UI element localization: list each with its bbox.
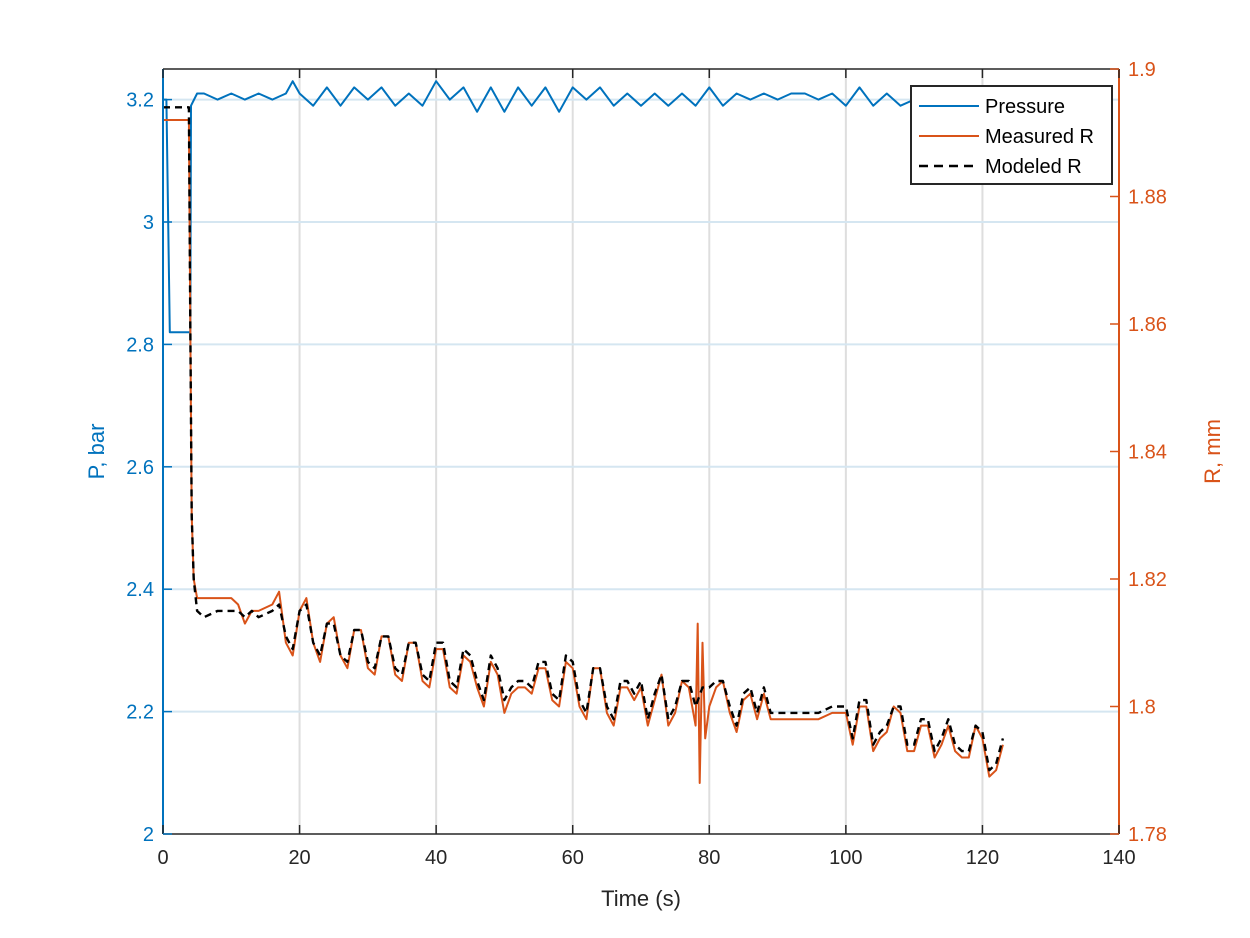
x-tick-label: 0 [157, 847, 168, 869]
y-right-tick-label: 1.82 [1128, 569, 1167, 591]
x-tick-label: 20 [288, 847, 310, 869]
y-right-tick-label: 1.8 [1128, 697, 1156, 719]
legend-label-measured-r: Measured R [985, 126, 1094, 148]
y-left-tick-label: 2.4 [126, 579, 154, 601]
modeled-r-line [163, 106, 1005, 772]
legend: Pressure Measured R Modeled R [910, 85, 1113, 185]
y-right-tick-label: 1.88 [1128, 187, 1167, 209]
x-axis-label: Time (s) [601, 886, 681, 911]
y-right-tick-label: 1.86 [1128, 314, 1167, 336]
y-left-tick-label: 2 [143, 824, 154, 846]
y-right-tick-label: 1.84 [1128, 442, 1167, 464]
legend-label-modeled-r: Modeled R [985, 156, 1082, 178]
legend-label-pressure: Pressure [985, 96, 1065, 118]
x-tick-label: 40 [425, 847, 447, 869]
pressure-line [163, 80, 915, 334]
y-left-tick-label: 3.2 [126, 90, 154, 112]
y-left-tick-label: 2.2 [126, 702, 154, 724]
y-left-tick-label: 2.6 [126, 457, 154, 479]
x-tick-label: 80 [698, 847, 720, 869]
y-left-axis-label: P, bar [84, 424, 109, 480]
y-left-tick-label: 2.8 [126, 334, 154, 356]
y-right-tick-label: 1.78 [1128, 824, 1167, 846]
y-right-tick-label: 1.9 [1128, 59, 1156, 81]
axes: 0 20 40 60 80 100 120 140 2 2.2 2.4 2.6 2.8 3 3.2 1.78 1… [84, 59, 1225, 911]
y-left-tick-label: 3 [143, 212, 154, 234]
grid-lines [163, 69, 1119, 834]
x-tick-label: 120 [966, 847, 999, 869]
x-tick-label: 100 [829, 847, 862, 869]
x-tick-label: 60 [562, 847, 584, 869]
x-tick-label: 140 [1102, 847, 1135, 869]
plot-series [163, 80, 1005, 784]
y-right-axis-label: R, mm [1200, 419, 1225, 484]
